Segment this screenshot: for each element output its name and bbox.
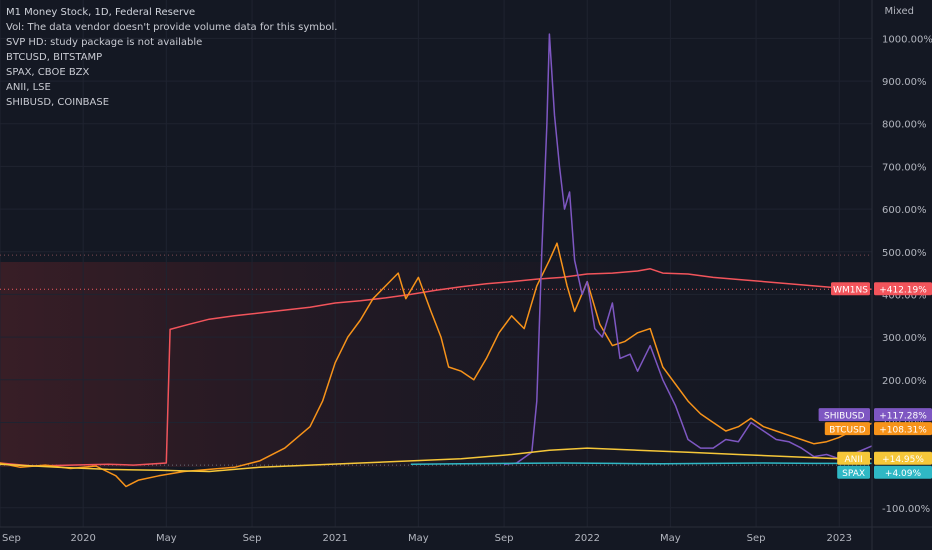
- series-label-shibusd[interactable]: SHIBUSD +117.28%: [818, 408, 932, 422]
- series-line-spax: [410, 462, 872, 466]
- y-tick-label-7: 300.00%: [882, 333, 927, 344]
- x-tick-label-6: Sep: [495, 533, 514, 544]
- series-labels: WM1NS +412.19% SHIBUSD +117.28% BTCUSD +108.3…: [818, 282, 932, 480]
- time-axis[interactable]: Sep 2020 May Sep 2021 May Sep 2022 May Sep 2023: [2, 533, 852, 544]
- series-value-text: +4.09%: [885, 469, 922, 479]
- series-name-text: ANII: [844, 455, 862, 465]
- series-value-tag: [874, 422, 932, 436]
- y-tick-label-4: 600.00%: [882, 205, 927, 216]
- series-name-tag: [818, 408, 870, 422]
- series-line-wm1ns: [0, 268, 873, 467]
- series-line-btcusd: [0, 242, 873, 488]
- series-value-text: +14.95%: [882, 455, 924, 465]
- y-tick-label-5: 500.00%: [882, 248, 927, 259]
- series-value-tag: [874, 282, 932, 296]
- x-tick-label-2: May: [156, 533, 177, 544]
- series-name-text: SHIBUSD: [824, 412, 865, 422]
- series-value-text: +412.19%: [879, 286, 927, 296]
- series-group: [0, 33, 873, 488]
- legend-line-btcusd[interactable]: BTCUSD, BITSTAMP: [6, 52, 103, 63]
- x-tick-label-5: May: [408, 533, 429, 544]
- series-value-tag: [874, 451, 932, 465]
- series-name-text: SPAX: [842, 469, 865, 479]
- x-tick-label-9: Sep: [747, 533, 766, 544]
- x-tick-label-1: 2020: [70, 533, 95, 544]
- x-tick-label-10: 2023: [827, 533, 852, 544]
- series-value-tag: [874, 408, 932, 422]
- highlight-band: [0, 262, 872, 467]
- y-tick-label-3: 700.00%: [882, 162, 927, 173]
- x-tick-label-8: May: [660, 533, 681, 544]
- series-value-tag: [874, 465, 932, 479]
- legend-line-shibusd[interactable]: SHIBUSD, COINBASE: [6, 97, 110, 108]
- x-tick-label-4: 2021: [322, 533, 347, 544]
- series-line-shibusd: [503, 33, 873, 466]
- series-name-tag: [824, 422, 870, 436]
- grid: [0, 0, 872, 527]
- x-tick-label-7: 2022: [574, 533, 599, 544]
- x-tick-label-3: Sep: [243, 533, 262, 544]
- y-tick-label-0: 1000.00%: [882, 34, 932, 45]
- legend-title[interactable]: M1 Money Stock, 1D, Federal Reserve: [6, 7, 196, 18]
- legend-line-volume[interactable]: Vol: The data vendor doesn't provide vol…: [6, 22, 338, 33]
- series-label-spax[interactable]: SPAX +4.09%: [837, 465, 932, 480]
- series-label-anii[interactable]: ANII +14.95%: [837, 451, 932, 466]
- series-value-text: +108.31%: [879, 426, 927, 436]
- series-name-text: BTCUSD: [829, 426, 866, 436]
- series-name-text: WM1NS: [833, 286, 868, 296]
- chart-legend: M1 Money Stock, 1D, Federal Reserve Vol:…: [6, 5, 337, 110]
- legend-line-spax[interactable]: SPAX, CBOE BZX: [6, 67, 90, 78]
- series-line-anii: [0, 447, 872, 473]
- series-name-tag: [837, 465, 870, 479]
- y-tick-label-10: -100.00%: [882, 504, 930, 515]
- y-tick-label-1: 900.00%: [882, 77, 927, 88]
- series-label-wm1ns[interactable]: WM1NS +412.19%: [831, 282, 932, 296]
- series-value-text: +117.28%: [879, 412, 927, 422]
- y-tick-label-8: 200.00%: [882, 376, 927, 387]
- y-tick-label-2: 800.00%: [882, 120, 927, 131]
- series-label-btcusd[interactable]: BTCUSD +108.31%: [824, 422, 932, 436]
- reference-lines: [0, 254, 872, 466]
- legend-line-svp[interactable]: SVP HD: study package is not available: [6, 37, 203, 48]
- y-tick-label-6: 400.00%: [882, 290, 927, 301]
- scale-mode-label[interactable]: Mixed: [884, 6, 914, 17]
- legend-line-anii[interactable]: ANII, LSE: [6, 82, 51, 93]
- x-tick-label-0: Sep: [2, 533, 21, 544]
- series-name-tag: [831, 282, 870, 296]
- series-name-tag: [837, 451, 870, 465]
